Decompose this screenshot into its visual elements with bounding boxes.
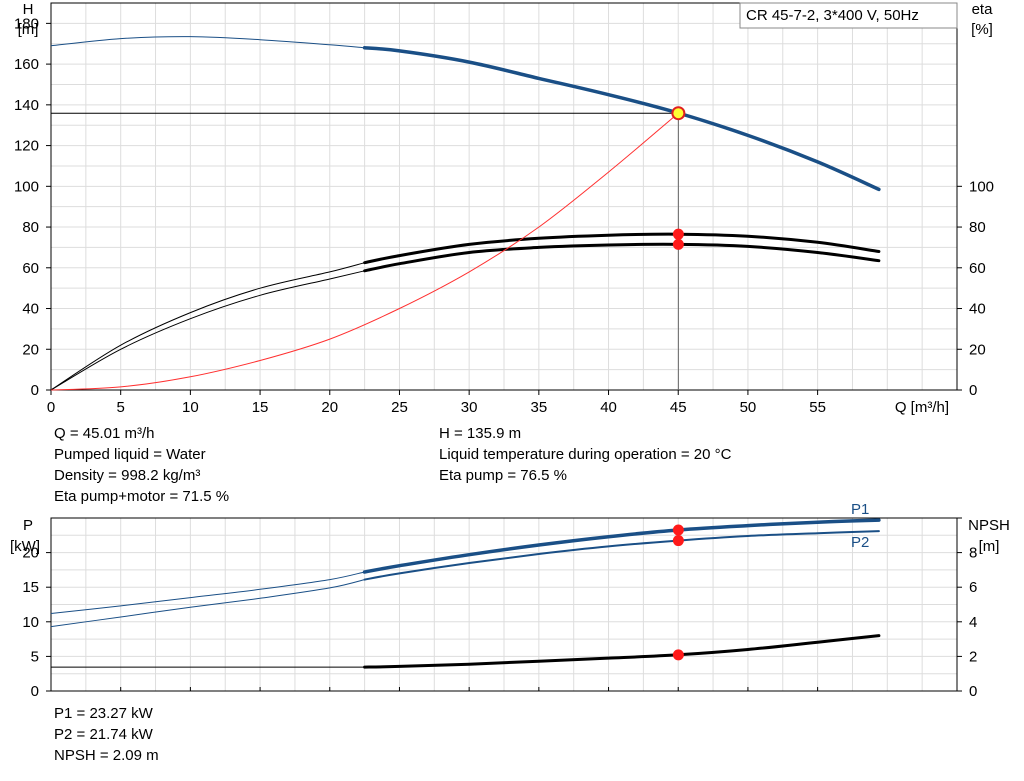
y-left-tick-label: 180 [14, 15, 39, 32]
series-label-p1: P1 [851, 501, 869, 518]
x-tick-label: 10 [182, 399, 199, 416]
y-left-tick-label: 20 [22, 341, 39, 358]
y-left-tick-label: 80 [22, 219, 39, 236]
y-right-tick-label: 40 [969, 301, 986, 318]
y-right-tick-label: 0 [969, 683, 977, 700]
y-right-tick-label: 60 [969, 260, 986, 277]
y-right-axis-unit: [%] [971, 21, 993, 38]
readout-flow: Q = 45.01 m³/h [54, 425, 155, 442]
x-axis-label: Q [m³/h] [895, 399, 949, 416]
y-right-tick-label: 80 [969, 219, 986, 236]
readout-p2: P2 = 21.74 kW [54, 726, 153, 743]
duty-point-marker [672, 524, 684, 536]
readout-density: Density = 998.2 kg/m³ [54, 467, 201, 484]
x-tick-label: 5 [117, 399, 125, 416]
x-tick-label: 35 [531, 399, 548, 416]
y-left-tick-label: 5 [31, 648, 39, 665]
readout-left: Q = 45.01 m³/h Pumped liquid = Water Den… [54, 423, 229, 507]
readout-head: H = 135.9 m [439, 425, 522, 442]
y-left-tick-label: 10 [22, 614, 39, 631]
readout-eta-pump: Eta pump = 76.5 % [439, 467, 567, 484]
readout-temperature: Liquid temperature during operation = 20… [439, 446, 732, 463]
y-right-axis-name: NPSH [968, 517, 1010, 534]
y-right-tick-label: 20 [969, 341, 986, 358]
eta-pump-curve [363, 232, 881, 265]
y-right-axis-name: eta [972, 1, 994, 18]
x-tick-label: 55 [809, 399, 826, 416]
readout-right: H = 135.9 m Liquid temperature during op… [439, 423, 731, 486]
x-tick-label: 25 [391, 399, 408, 416]
head-curve [362, 46, 881, 192]
duty-point-marker [672, 649, 684, 661]
chart-title-box [739, 2, 958, 29]
y-left-tick-label: 140 [14, 97, 39, 114]
eta-point-marker [672, 238, 684, 250]
y-left-tick-label: 0 [31, 683, 39, 700]
x-tick-label: 50 [740, 399, 757, 416]
y-left-tick-label: 100 [14, 178, 39, 195]
chart1-frame [50, 2, 958, 391]
readout-npsh: NPSH = 2.09 m [54, 747, 159, 764]
npsh-curve [363, 634, 881, 669]
y-left-tick-label: 60 [22, 260, 39, 277]
x-tick-label: 30 [461, 399, 478, 416]
y-left-tick-label: 15 [22, 579, 39, 596]
y-left-tick-label: 20 [22, 545, 39, 562]
duty-point-marker [672, 535, 684, 547]
readout-p1: P1 = 23.27 kW [54, 705, 153, 722]
y-left-axis-unit: [m] [18, 21, 39, 38]
head-efficiency-chart: 0 5 10 15 20 25 30 35 40 45 50 55 Q [m³/h] 0 20 40 60 80 1… [14, 1, 994, 416]
y-left-tick-label: 160 [14, 56, 39, 73]
chart-title: CR 45-7-2, 3*400 V, 50Hz [746, 7, 919, 24]
p1-curve [362, 518, 881, 574]
y-left-axis-unit: [kW] [10, 538, 40, 555]
eta-pump-motor-curve-thin [50, 270, 365, 391]
duty-point-marker [671, 106, 686, 121]
y-left-tick-label: 120 [14, 138, 39, 155]
series-label-p2: P2 [851, 534, 869, 551]
system-curve [50, 112, 679, 391]
readout-eta-pump-motor: Eta pump+motor = 71.5 % [54, 488, 230, 505]
power-npsh-chart: 0 5 10 15 20 0 2 4 6 8 P [kW] NPSH [m] P1 P2 [10, 501, 1010, 700]
y-right-tick-label: 4 [969, 614, 977, 631]
x-tick-label: 20 [321, 399, 338, 416]
y-right-tick-label: 8 [969, 545, 977, 562]
readout-power: P1 = 23.27 kW P2 = 21.74 kW NPSH = 2.09 … [54, 703, 159, 766]
x-tick-label: 15 [252, 399, 269, 416]
y-right-tick-label: 2 [969, 648, 977, 665]
x-tick-label: 40 [600, 399, 617, 416]
x-tick-label: 0 [47, 399, 55, 416]
p2-curve [363, 530, 880, 581]
eta-point-marker [672, 228, 684, 240]
eta-pump-motor-curve [363, 242, 881, 273]
readout-liquid: Pumped liquid = Water [54, 446, 206, 463]
chart2-frame [50, 517, 958, 692]
p2-curve-thin [50, 579, 365, 628]
y-right-axis-unit: [m] [979, 538, 1000, 555]
head-curve-thin [50, 36, 365, 49]
y-right-tick-label: 0 [969, 382, 977, 399]
y-right-tick-label: 6 [969, 579, 977, 596]
y-left-tick-label: 0 [31, 382, 39, 399]
eta-pump-curve-thin [50, 262, 365, 391]
y-left-axis-name: P [23, 517, 33, 534]
p1-curve-thin [50, 571, 365, 614]
x-tick-label: 45 [670, 399, 687, 416]
y-left-axis-name: H [23, 1, 34, 18]
y-left-tick-label: 40 [22, 301, 39, 318]
y-right-tick-label: 100 [969, 178, 994, 195]
